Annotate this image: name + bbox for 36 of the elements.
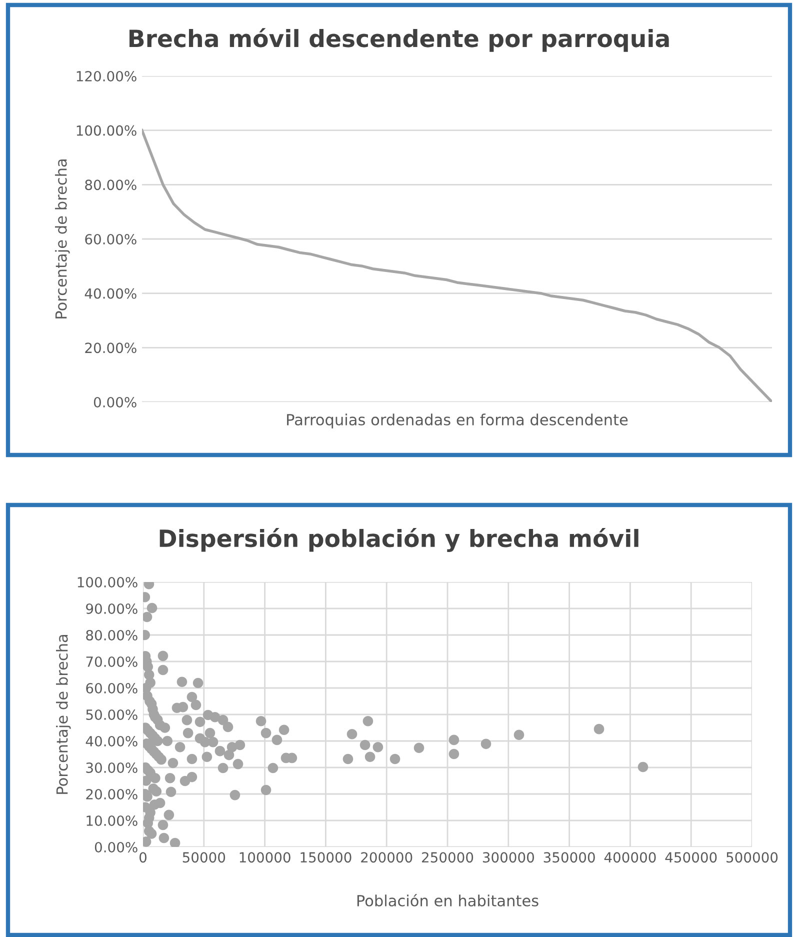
y-tick-label: 90.00%: [86, 603, 138, 614]
chart-title: Brecha móvil descendente por parroquia: [130, 28, 669, 52]
y-axis-title: Porcentaje de brecha: [55, 160, 70, 318]
y-tick-label: 0.00%: [94, 396, 136, 408]
x-tick-label: 500000: [726, 852, 778, 863]
y-axis-title: Porcentaje de brecha: [56, 635, 71, 794]
y-tick-label: 100.00%: [78, 576, 138, 588]
x-tick-label: 450000: [665, 852, 717, 863]
y-tick-label: 40.00%: [84, 288, 136, 299]
line-series: [142, 128, 772, 402]
y-tick-label: 100.00%: [76, 125, 136, 136]
x-tick-label: 350000: [544, 852, 595, 863]
x-axis-title: Parroquias ordenadas en forma descendente: [287, 414, 628, 428]
x-tick-label: 150000: [300, 852, 352, 863]
x-tick-label: 100000: [240, 852, 290, 863]
x-tick-label: 400000: [604, 852, 656, 863]
y-tick-label: 40.00%: [86, 736, 138, 746]
x-tick-label: 200000: [361, 852, 412, 863]
x-tick-label: 300000: [482, 852, 534, 863]
x-tick-label: 0: [139, 852, 146, 863]
y-tick-label: 20.00%: [85, 342, 136, 354]
x-axis-title: Población en habitantes: [357, 894, 538, 906]
y-tick-label: 20.00%: [86, 788, 138, 800]
y-tick-label: 30.00%: [86, 762, 138, 773]
y-tick-label: 60.00%: [86, 682, 138, 694]
y-tick-label: 10.00%: [86, 815, 138, 826]
y-tick-label: 50.00%: [86, 709, 138, 720]
y-tick-label: 0.00%: [94, 842, 138, 852]
y-tick-label: 80.00%: [85, 180, 136, 190]
y-tick-label: 60.00%: [85, 234, 136, 244]
y-tick-label: 120.00%: [76, 70, 136, 82]
y-tick-label: 70.00%: [86, 656, 138, 667]
x-tick-label: 250000: [422, 852, 474, 863]
x-tick-label: 50000: [182, 852, 226, 863]
y-tick-label: 80.00%: [86, 630, 138, 640]
chart-title: Dispersión población y brecha móvil: [160, 528, 638, 552]
